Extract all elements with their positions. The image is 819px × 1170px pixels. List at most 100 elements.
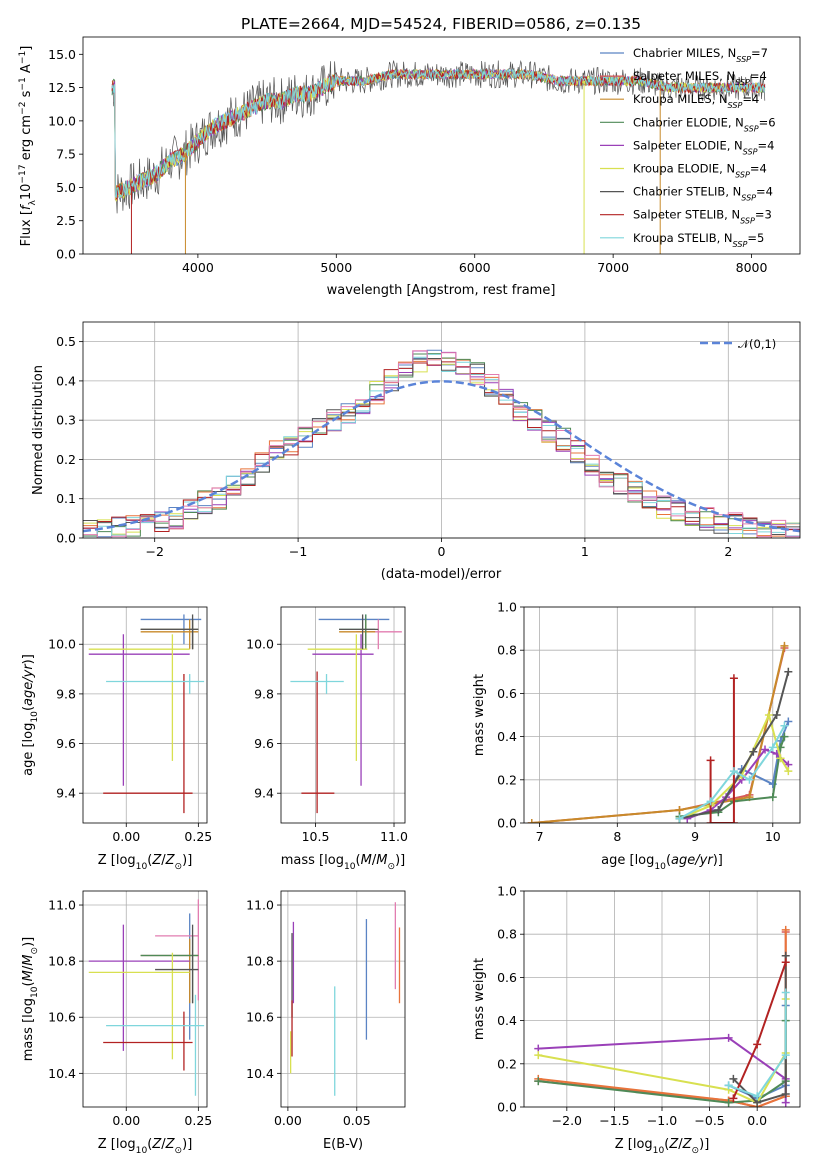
panel-mass-vs-EBV: 0.00 0.05 10.4 10.6 10.8 11.0 xyxy=(246,890,406,1128)
y-axis-label-part: λ xyxy=(28,200,38,206)
x-axis-label: Z [log10(Z/Z⊙)] xyxy=(98,853,193,872)
x-axis-label-part: ( xyxy=(147,1137,152,1152)
legend-label-part: SSP xyxy=(733,239,748,248)
y-axis-label-part: A xyxy=(19,64,34,77)
y-tick-label: 0.8 xyxy=(497,927,517,942)
y-axis-label-part: f xyxy=(19,203,34,210)
x-axis-label-part: Z xyxy=(151,1137,162,1152)
y-tick-label: 0.0 xyxy=(56,531,76,546)
y-tick-label: 0.4 xyxy=(497,729,517,744)
y-tick-label: 11.0 xyxy=(48,898,76,913)
y-tick-label: 10.6 xyxy=(48,1010,76,1025)
y-axis-label-part: ] xyxy=(19,46,34,51)
legend-label-part: SSP xyxy=(735,78,750,87)
x-tick-label: 11.0 xyxy=(380,829,408,844)
legend-label-part: =4 xyxy=(757,138,774,152)
legend-label-part: SSP xyxy=(744,124,759,133)
y-axis-label: mass weight xyxy=(472,674,487,756)
y-tick-label: 0.8 xyxy=(497,643,517,658)
x-tick-label: 0.25 xyxy=(184,829,212,844)
y-tick-label: 0.1 xyxy=(56,491,76,506)
x-tick-label: −0.5 xyxy=(694,1113,724,1128)
x-axis-label-part: 10 xyxy=(344,862,356,872)
x-axis-label-part: age/yr xyxy=(671,853,714,868)
weight-marker xyxy=(776,754,785,763)
legend-label-part: Kroupa MILES, N xyxy=(633,92,728,106)
panel-weight-vs-age: 7 8 9 10 0.0 0.2 0.4 0.6 0.8 1.0 xyxy=(497,600,801,844)
x-axis-label-part: 10 xyxy=(653,1146,665,1156)
y-tick-label: 10.6 xyxy=(246,1010,274,1025)
y-tick-label: 0.6 xyxy=(497,970,517,985)
x-tick-label: −1 xyxy=(289,544,307,559)
x-tick-label: 2 xyxy=(724,544,732,559)
y-tick-label: 0.4 xyxy=(56,373,76,388)
y-axis-label-part: log xyxy=(21,723,36,743)
weight-marker xyxy=(527,819,536,823)
x-axis-label: (data-model)/error xyxy=(381,567,502,582)
legend-label-part: Kroupa ELODIE, N xyxy=(633,162,735,176)
axes-frame xyxy=(523,606,801,824)
y-axis-label-part: mass [ xyxy=(21,1018,36,1061)
weight-marker xyxy=(706,756,715,765)
panel-mass-vs-Z: 0.00 0.25 10.4 10.6 10.8 11.0 xyxy=(48,890,212,1128)
x-tick-label: 4000 xyxy=(182,260,214,275)
x-axis-label-part: ( xyxy=(356,853,361,868)
x-axis-label-part: )] xyxy=(395,853,405,868)
weight-marker xyxy=(753,1092,762,1101)
legend-label-part: Salpeter STELIB, N xyxy=(633,208,740,222)
y-axis-label-part: 10 xyxy=(30,711,40,723)
y-tick-label: 10.0 xyxy=(48,637,76,652)
y-tick-label: 9.8 xyxy=(56,686,76,701)
y-tick-label: 7.5 xyxy=(56,147,76,162)
x-axis-label: mass [log10(M/M⊙)] xyxy=(281,853,405,872)
legend-label: Salpeter MILES, NSSP=4 xyxy=(633,69,767,87)
legend-label-part: =6 xyxy=(759,115,776,129)
y-tick-label: 12.5 xyxy=(48,80,76,95)
weight-marker xyxy=(780,641,789,650)
panel-spectrum: 4000 5000 6000 7000 8000 0.0 2.5 5.0 7.5 10.0 12.5… xyxy=(48,36,801,275)
x-tick-label: 0.00 xyxy=(274,1113,302,1128)
x-axis-label-part: Z [ xyxy=(98,853,116,868)
spectrum-line xyxy=(111,68,766,200)
y-axis-label: Normed distribution xyxy=(31,365,46,495)
normal-curve xyxy=(83,380,800,533)
legend-label-part: =4 xyxy=(756,185,773,199)
y-axis-label-part: −1 xyxy=(18,77,28,90)
x-axis-label-part: Z [ xyxy=(98,1137,116,1152)
legend-label-part: Chabrier MILES, N xyxy=(633,46,736,60)
y-axis-label-part: erg cm xyxy=(19,115,34,164)
x-axis-label-part: log xyxy=(324,853,344,868)
x-axis-label-part: Z xyxy=(682,1137,693,1152)
x-axis-label-part: M xyxy=(376,853,387,868)
weight-marker xyxy=(772,711,781,719)
y-axis-label-part: M xyxy=(21,955,36,966)
x-tick-label: 0 xyxy=(438,544,446,559)
y-tick-label: 0.2 xyxy=(497,772,517,787)
x-axis-label-part: age [ xyxy=(601,853,634,868)
weight-marker xyxy=(768,743,777,752)
y-axis-label: age [log10(age/yr)] xyxy=(21,654,40,776)
weight-marker xyxy=(706,797,715,806)
x-tick-label: −1.5 xyxy=(599,1113,629,1128)
weight-marker xyxy=(729,767,738,776)
x-axis-label-part: )] xyxy=(699,1137,709,1152)
weight-line xyxy=(679,712,790,820)
y-axis-label-part: Flux [ xyxy=(19,210,34,246)
y-tick-label: 10.8 xyxy=(246,954,274,969)
x-tick-label: 9 xyxy=(691,829,699,844)
x-axis-label-part: log xyxy=(116,853,136,868)
weight-marker xyxy=(724,1081,733,1090)
x-tick-label: 0.00 xyxy=(112,1113,140,1128)
y-tick-label: 0.2 xyxy=(56,452,76,467)
weight-line xyxy=(732,961,787,1099)
x-tick-label: 8 xyxy=(613,829,621,844)
x-axis-label-part: / xyxy=(372,853,377,868)
weight-marker xyxy=(729,674,738,683)
weight-line xyxy=(728,992,787,1098)
axes-frame xyxy=(280,890,406,1108)
y-tick-label: 1.0 xyxy=(497,884,517,899)
legend-label: Chabrier STELIB, NSSP=4 xyxy=(633,185,773,203)
x-tick-label: 1 xyxy=(581,544,589,559)
y-tick-label: 0.4 xyxy=(497,1013,517,1028)
